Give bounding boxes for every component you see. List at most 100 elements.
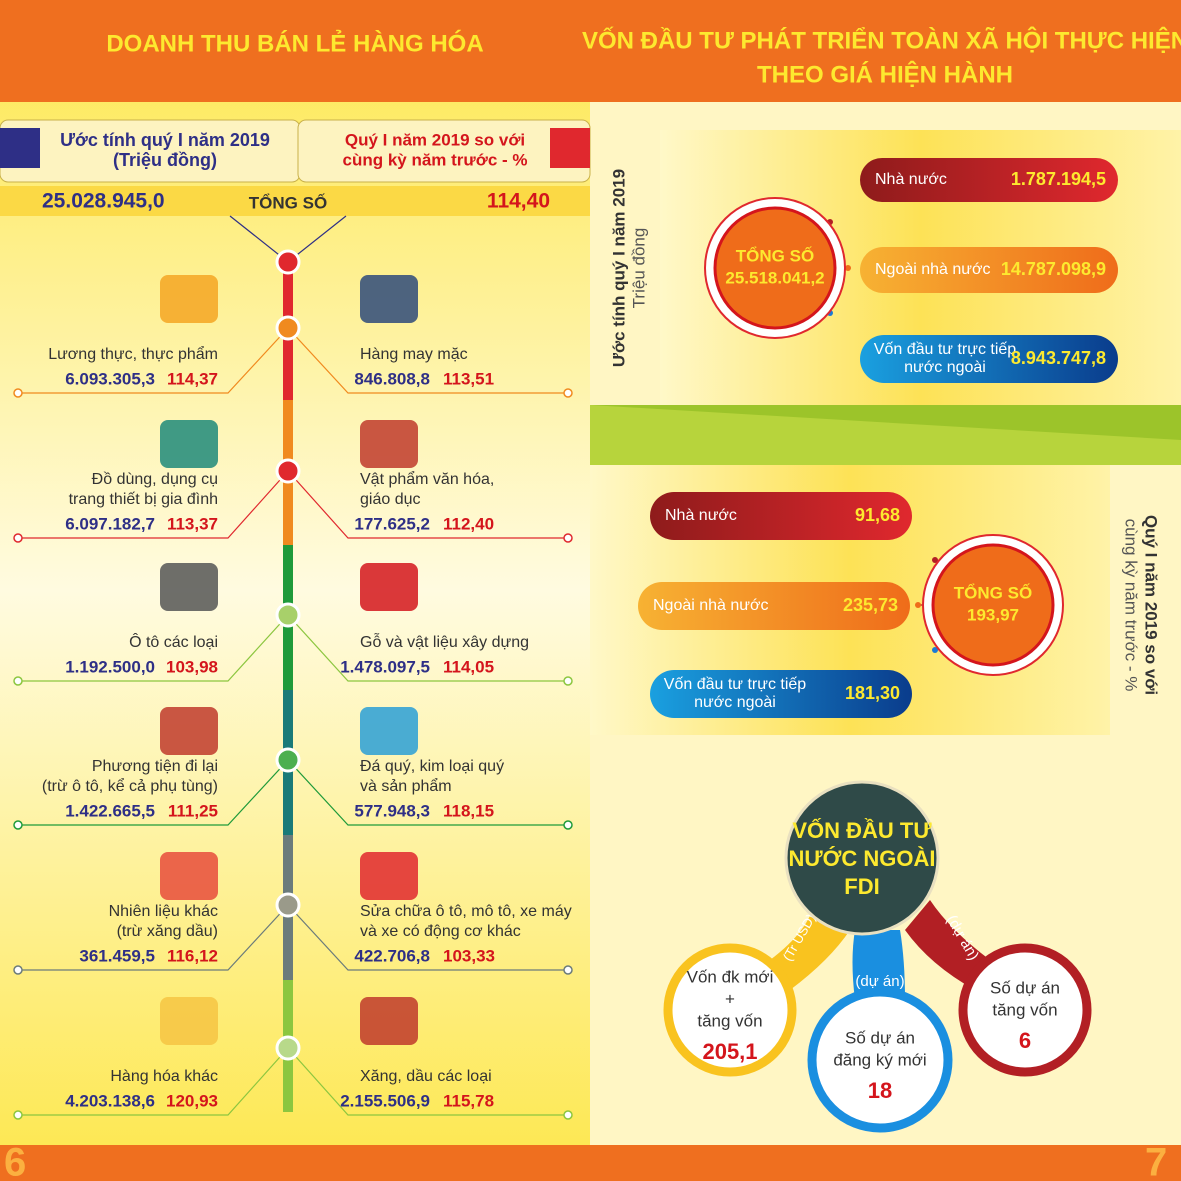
dot [13, 676, 23, 686]
header-compare: Quý I năm 2019 so với [345, 130, 525, 149]
item-value: 361.459,5 [79, 946, 155, 965]
vertical-label: Quý I năm 2019 so với [1142, 515, 1161, 695]
fdi-ring [807, 987, 953, 1133]
total-label: TỔNG SỐ [249, 192, 327, 212]
pill [860, 247, 1118, 293]
item-name: trang thiết bị gia đình [69, 491, 218, 508]
item-value: 1.478.097,5 [340, 657, 430, 676]
dot [563, 820, 573, 830]
petal [852, 930, 905, 1000]
vertical-label: Triệu đồng [629, 228, 648, 309]
icon [360, 563, 418, 611]
pill-name: Ngoài nhà nước [653, 597, 769, 614]
vertical-label: Ước tính quý I năm 2019 [609, 169, 628, 367]
dot [13, 1110, 23, 1120]
icon [160, 420, 218, 468]
fdi-name: tăng vốn [992, 1000, 1057, 1019]
pill-value: 8.943.747,8 [1011, 348, 1106, 368]
dot [13, 533, 23, 543]
pill [860, 335, 1118, 383]
pill-name: nước ngoài [694, 694, 776, 711]
item-name: Gỗ và vật liệu xây dựng [360, 632, 529, 651]
marker [550, 128, 590, 168]
icon [360, 997, 418, 1045]
right-title-band [590, 0, 1181, 102]
item-name: Sửa chữa ô tô, mô tô, xe máy [360, 903, 572, 920]
icon [160, 997, 218, 1045]
dot [563, 533, 573, 543]
fdi-name: đăng ký mới [833, 1050, 926, 1069]
fdi-name: Số dự án [990, 978, 1060, 997]
pill [650, 670, 912, 718]
item-name: Xăng, dầu các loại [360, 1068, 492, 1085]
item-value: 6.093.305,3 [65, 369, 155, 388]
marker [0, 128, 40, 168]
item-name: Vật phẩm văn hóa, [360, 470, 494, 488]
item-percent: 113,37 [167, 514, 218, 533]
dot [563, 388, 573, 398]
pill-value: 91,68 [855, 505, 900, 525]
header-estimate: (Triệu đồng) [113, 150, 217, 170]
dot [563, 1110, 573, 1120]
item-name: và xe có động cơ khác [360, 923, 521, 940]
fdi-title: NƯỚC NGOÀI [788, 846, 935, 871]
icon [360, 420, 418, 468]
item-name: (trừ xăng dầu) [117, 923, 218, 940]
item-value: 846.808,8 [354, 369, 430, 388]
pill-name: Vốn đầu tư trực tiếp [874, 341, 1016, 358]
fdi-value: 18 [868, 1078, 892, 1103]
item-percent: 113,51 [443, 369, 494, 388]
item-name: Ô tô các loại [129, 632, 218, 651]
fdi-name: Số dự án [845, 1028, 915, 1047]
item-name: Đồ dùng, dụng cụ [92, 471, 218, 488]
estimate-label: Ước tính quý I năm 2019 Triệu đồng [609, 169, 648, 367]
page-number: 6 [4, 1141, 26, 1181]
item-value: 1.422.665,5 [65, 801, 155, 820]
pill-name: Vốn đầu tư trực tiếp [664, 676, 806, 693]
pill [860, 158, 1118, 202]
total-label: TỔNG SỐ [954, 582, 1032, 602]
icon [360, 275, 418, 323]
vertical-label: cùng kỳ năm trước - % [1122, 519, 1141, 692]
item-percent: 114,05 [443, 657, 494, 676]
item-name: Phương tiện đi lại [92, 758, 218, 775]
item-percent: 112,40 [443, 514, 494, 533]
item-percent: 120,93 [166, 1091, 218, 1110]
title: THEO GIÁ HIỆN HÀNH [757, 60, 1013, 88]
item-name: Nhiên liệu khác [109, 903, 218, 920]
dot [915, 602, 921, 608]
fdi-ring [958, 943, 1092, 1077]
item-value: 577.948,3 [354, 801, 430, 820]
dot [932, 647, 938, 653]
fdi-name: Vốn đk mới [687, 967, 774, 986]
total-bar [0, 186, 590, 216]
node [275, 249, 301, 275]
pill-value: 14.787.098,9 [1001, 259, 1106, 279]
node [275, 1035, 301, 1061]
icon [160, 563, 218, 611]
item-percent: 115,78 [443, 1091, 494, 1110]
pill-value: 235,73 [843, 595, 898, 615]
dot [13, 820, 23, 830]
fdi-value: 6 [1019, 1028, 1031, 1053]
fdi-center [784, 780, 940, 936]
total-value: 25.028.945,0 [42, 190, 165, 213]
item-name: Đá quý, kim loại quý [360, 758, 504, 775]
node [275, 747, 301, 773]
icon [160, 852, 218, 900]
item-percent: 111,25 [168, 801, 218, 820]
fdi-name: tăng vốn [697, 1011, 762, 1030]
dot [13, 965, 23, 975]
title: DOANH THU BÁN LẺ HÀNG HÓA [106, 28, 483, 57]
pill-name: Nhà nước [875, 171, 947, 188]
dot [563, 676, 573, 686]
item-value: 422.706,8 [354, 946, 430, 965]
fdi-value: 205,1 [702, 1039, 757, 1064]
item-name: Lương thực, thực phẩm [48, 345, 218, 363]
pill-name: nước ngoài [904, 359, 986, 376]
node [275, 602, 301, 628]
divider-band-light [590, 405, 1181, 465]
